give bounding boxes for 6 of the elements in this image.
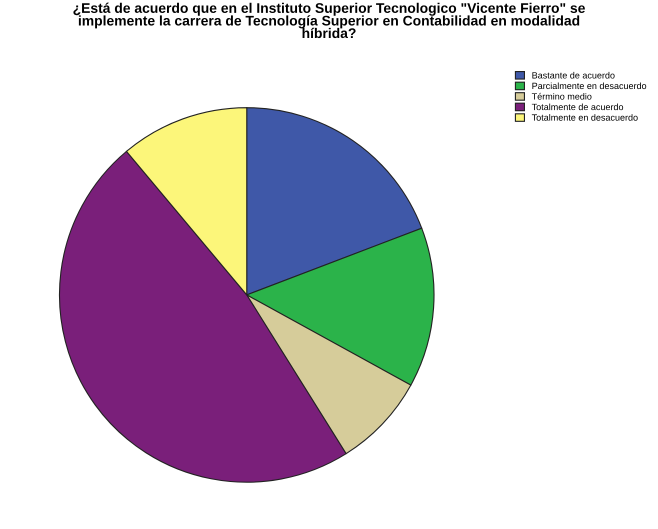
legend-label: Bastante de acuerdo xyxy=(532,72,615,79)
chart-title: ¿Está de acuerdo que en el Instituto Superior Tecnologico "Vicente Fierro" se implemente la carrera de Tecnología Superior en Contabilidad en modalidad híbrida? xyxy=(73,2,585,38)
legend-label: Parcialmente en desacuerdo xyxy=(532,82,646,90)
legend-label: Totalmente en desacuerdo xyxy=(532,114,638,121)
legend-label: Totalmente de acuerdo xyxy=(532,104,624,110)
legend-label: Término medio xyxy=(532,92,592,100)
